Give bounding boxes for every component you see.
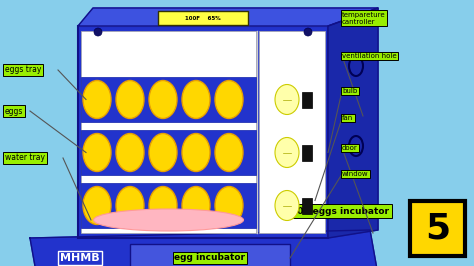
Text: egg incubator: egg incubator (174, 253, 246, 263)
Ellipse shape (215, 186, 243, 225)
Ellipse shape (116, 134, 144, 172)
Text: ventilation hole: ventilation hole (342, 53, 397, 59)
Ellipse shape (349, 136, 363, 156)
Text: eggs tray: eggs tray (5, 65, 41, 74)
Ellipse shape (149, 134, 177, 172)
Ellipse shape (215, 134, 243, 172)
Ellipse shape (275, 138, 299, 168)
Text: bulb: bulb (342, 88, 357, 94)
Text: fan: fan (342, 115, 353, 121)
Bar (259, 31, 325, 233)
Ellipse shape (83, 81, 111, 118)
Circle shape (94, 28, 102, 36)
Bar (78, 26, 328, 238)
Ellipse shape (275, 190, 299, 221)
Ellipse shape (116, 186, 144, 225)
Text: MHMB: MHMB (60, 253, 100, 263)
Bar (158, 11, 248, 25)
Ellipse shape (275, 85, 299, 114)
Bar (302, 197, 312, 214)
Bar (81, 130, 256, 175)
Text: tempareture
cantroller: tempareture cantroller (342, 11, 386, 24)
Ellipse shape (182, 81, 210, 118)
Polygon shape (78, 8, 378, 26)
Bar (410, 201, 465, 256)
Ellipse shape (149, 186, 177, 225)
Ellipse shape (83, 186, 111, 225)
Ellipse shape (215, 81, 243, 118)
Ellipse shape (83, 134, 111, 172)
Circle shape (304, 28, 312, 36)
Bar (302, 92, 312, 107)
Ellipse shape (116, 81, 144, 118)
Text: eggs: eggs (5, 106, 23, 115)
Text: 100F    65%: 100F 65% (185, 15, 221, 20)
Bar (81, 77, 256, 122)
Ellipse shape (349, 56, 363, 76)
Text: 5: 5 (425, 211, 450, 246)
Ellipse shape (149, 81, 177, 118)
Bar (130, 244, 290, 266)
Ellipse shape (93, 209, 244, 231)
Text: 300 eggs incubator: 300 eggs incubator (291, 206, 389, 215)
Text: door: door (342, 145, 358, 151)
Polygon shape (328, 8, 378, 238)
Text: water tray: water tray (5, 153, 45, 163)
Bar (81, 31, 256, 233)
Ellipse shape (182, 186, 210, 225)
Bar (81, 183, 256, 228)
Bar (302, 144, 312, 160)
Text: window: window (342, 171, 369, 177)
Ellipse shape (182, 134, 210, 172)
Polygon shape (30, 230, 378, 266)
